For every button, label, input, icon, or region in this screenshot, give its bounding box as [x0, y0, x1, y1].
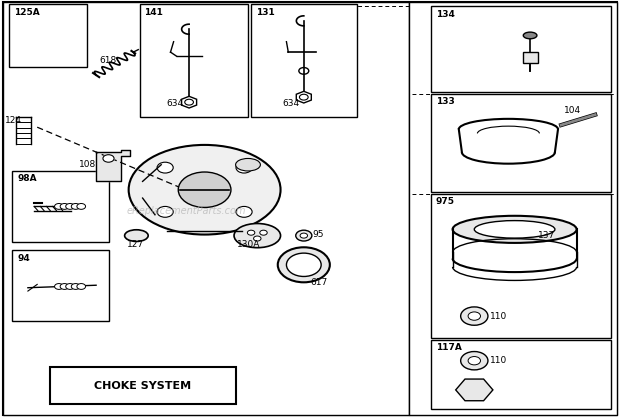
Ellipse shape [125, 230, 148, 241]
Polygon shape [96, 150, 130, 181]
Circle shape [157, 162, 173, 173]
Text: 975: 975 [436, 197, 455, 206]
Circle shape [77, 203, 86, 209]
Text: 137: 137 [538, 231, 556, 240]
Ellipse shape [179, 172, 231, 207]
Text: 94: 94 [17, 254, 30, 263]
Circle shape [77, 284, 86, 289]
Text: 131: 131 [256, 8, 275, 17]
Ellipse shape [234, 224, 280, 248]
Bar [3, 2, 409, 415]
Text: 98A: 98A [17, 174, 37, 183]
Circle shape [60, 203, 69, 209]
Text: 618: 618 [99, 56, 117, 65]
Circle shape [247, 230, 255, 235]
Text: eReplacementParts.com: eReplacementParts.com [126, 206, 246, 216]
Text: 133: 133 [436, 97, 454, 106]
Circle shape [60, 284, 69, 289]
Ellipse shape [453, 216, 577, 243]
Bar [9, 4, 87, 67]
Text: 634: 634 [166, 99, 184, 108]
Circle shape [461, 307, 488, 325]
Circle shape [236, 162, 252, 173]
Text: 124: 124 [5, 116, 22, 126]
Text: 110: 110 [490, 311, 507, 321]
Circle shape [468, 357, 481, 365]
Circle shape [468, 312, 481, 320]
Ellipse shape [474, 221, 555, 238]
Circle shape [66, 203, 74, 209]
Bar [251, 4, 356, 117]
Circle shape [71, 203, 80, 209]
Text: 617: 617 [310, 278, 327, 287]
Circle shape [260, 230, 267, 235]
Circle shape [55, 203, 63, 209]
Bar [12, 250, 108, 321]
Bar [50, 367, 236, 404]
Text: 125A: 125A [14, 8, 40, 17]
Circle shape [66, 284, 74, 289]
Bar [140, 4, 248, 117]
Circle shape [461, 352, 488, 370]
Bar [12, 171, 108, 242]
Circle shape [55, 284, 63, 289]
Circle shape [157, 206, 173, 217]
Circle shape [296, 230, 312, 241]
Ellipse shape [236, 158, 260, 171]
Bar [431, 6, 611, 92]
Circle shape [278, 247, 330, 282]
Ellipse shape [523, 32, 537, 39]
Text: 110: 110 [490, 356, 507, 365]
Text: 104: 104 [564, 106, 582, 115]
Circle shape [300, 233, 308, 238]
Circle shape [236, 206, 252, 217]
Text: CHOKE SYSTEM: CHOKE SYSTEM [94, 381, 191, 391]
Bar [523, 52, 538, 63]
Text: 127: 127 [127, 240, 144, 249]
Text: 108: 108 [79, 160, 97, 169]
Text: 134: 134 [436, 10, 454, 19]
Circle shape [71, 284, 80, 289]
Bar [431, 340, 611, 409]
Circle shape [103, 155, 114, 162]
Text: 634: 634 [282, 99, 299, 108]
Bar [431, 194, 611, 338]
Text: 141: 141 [144, 8, 163, 17]
Circle shape [254, 236, 261, 241]
Text: 117A: 117A [436, 343, 462, 352]
Text: 95: 95 [312, 230, 324, 239]
Bar [409, 2, 617, 415]
Circle shape [286, 253, 321, 276]
Text: 130A: 130A [237, 240, 260, 249]
Bar [431, 94, 611, 192]
Ellipse shape [129, 145, 280, 234]
